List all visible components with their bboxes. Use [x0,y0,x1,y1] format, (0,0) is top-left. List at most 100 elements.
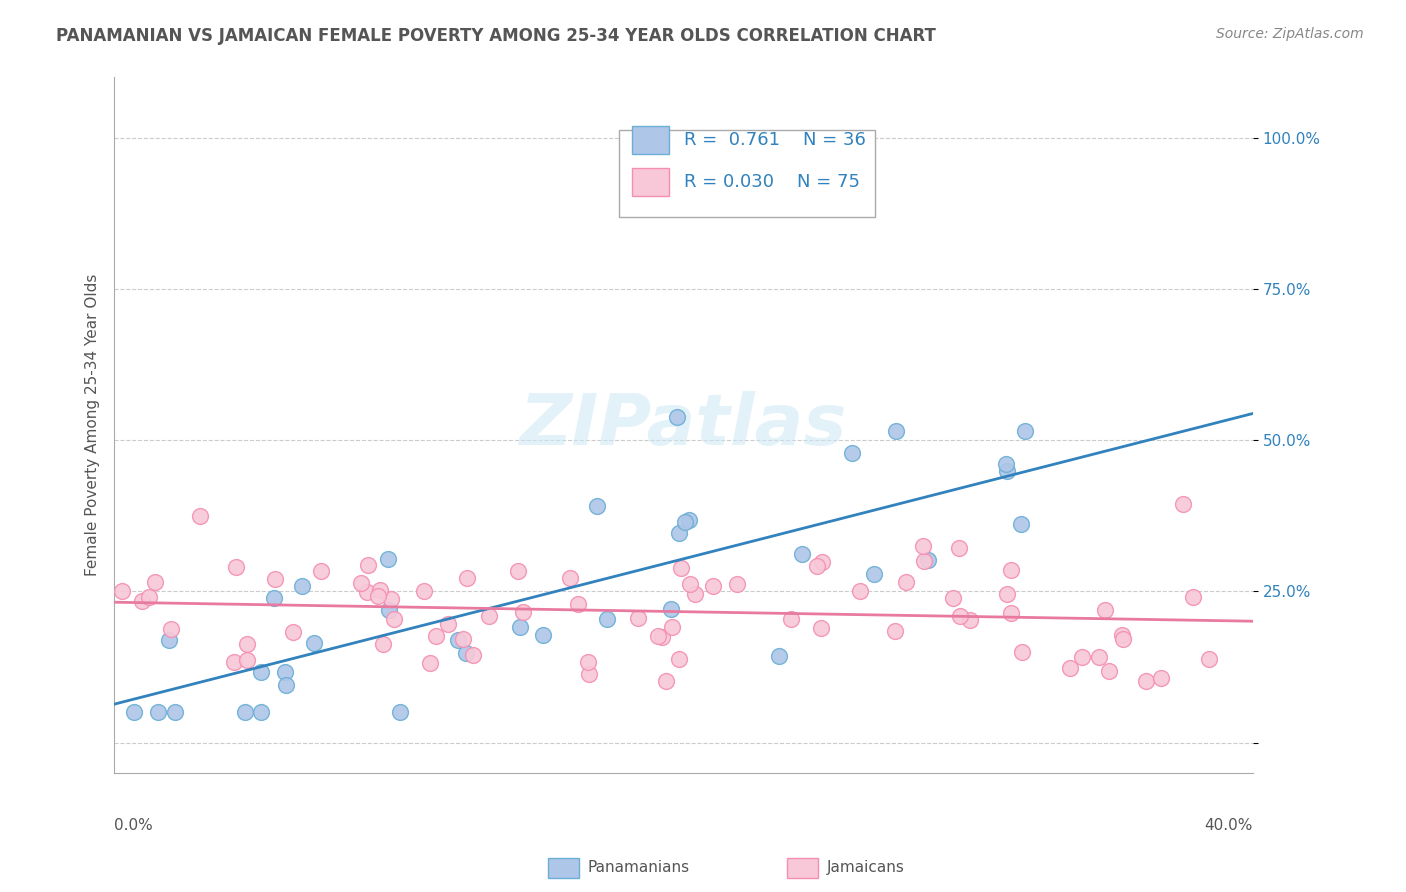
Point [586,499,609,513]
Point [377,603,399,617]
Point [165,706,187,720]
Point [276,678,298,692]
Point [454,646,477,660]
Text: Source: ZipAtlas.com: Source: ZipAtlas.com [1216,27,1364,41]
Text: R =  0.761    N = 36: R = 0.761 N = 36 [683,131,866,149]
Point [382,612,405,626]
Point [311,565,333,579]
Point [806,559,828,574]
Point [567,597,589,611]
FancyBboxPatch shape [633,168,669,195]
Point [1171,497,1194,511]
Point [841,446,863,460]
Point [138,591,160,605]
Point [1000,606,1022,620]
Point [111,584,134,599]
Point [994,457,1017,471]
Point [389,706,412,720]
Point [912,554,935,568]
Point [911,539,934,553]
Point [357,558,380,572]
Point [1011,645,1033,659]
Point [1000,563,1022,577]
Point [679,577,702,591]
Point [1014,424,1036,438]
Point [437,616,460,631]
Point [849,583,872,598]
Point [131,594,153,608]
Point [233,706,256,720]
Point [146,706,169,720]
Point [512,606,534,620]
Point [456,571,478,585]
Point [578,655,600,669]
Point [678,513,700,527]
Point [236,637,259,651]
Point [862,567,884,582]
Point [1150,671,1173,685]
Point [291,579,314,593]
Point [1088,650,1111,665]
Point [578,666,600,681]
Point [302,636,325,650]
Point [917,553,939,567]
Point [651,630,673,644]
Point [883,624,905,638]
Point [451,632,474,646]
Point [995,587,1018,601]
Point [671,561,693,575]
Point [160,622,183,636]
Point [683,587,706,601]
Point [949,609,972,624]
Point [702,578,724,592]
FancyBboxPatch shape [633,126,669,154]
Point [356,584,378,599]
Point [558,571,581,585]
Point [447,632,470,647]
Point [188,508,211,523]
Point [371,637,394,651]
Point [668,525,690,540]
Point [461,648,484,662]
Point [283,624,305,639]
Text: 40.0%: 40.0% [1205,818,1253,833]
Point [368,582,391,597]
Point [509,620,531,634]
Point [412,584,434,599]
Point [419,657,441,671]
Point [596,612,619,626]
Point [884,424,907,438]
Point [894,574,917,589]
Point [811,555,834,569]
Point [377,551,399,566]
Y-axis label: Female Poverty Among 25-34 Year Olds: Female Poverty Among 25-34 Year Olds [86,274,100,576]
Point [122,706,145,720]
Point [425,629,447,643]
Point [665,410,688,425]
Point [249,665,271,679]
Point [1111,628,1133,642]
Point [790,547,813,561]
Text: Panamanians: Panamanians [588,861,690,875]
Point [157,633,180,648]
Point [1070,649,1092,664]
Point [725,577,748,591]
Point [236,653,259,667]
Point [661,620,683,634]
Point [264,572,287,586]
Point [1198,651,1220,665]
Text: 0.0%: 0.0% [114,818,153,833]
Point [627,611,650,625]
Point [506,564,529,578]
Point [942,591,965,606]
Point [810,621,832,635]
Point [780,612,803,626]
Point [274,665,297,679]
Point [143,575,166,590]
Point [249,706,271,720]
Point [673,515,696,529]
Point [350,576,373,591]
Text: PANAMANIAN VS JAMAICAN FEMALE POVERTY AMONG 25-34 YEAR OLDS CORRELATION CHART: PANAMANIAN VS JAMAICAN FEMALE POVERTY AM… [56,27,936,45]
FancyBboxPatch shape [619,129,875,217]
Point [478,609,501,624]
